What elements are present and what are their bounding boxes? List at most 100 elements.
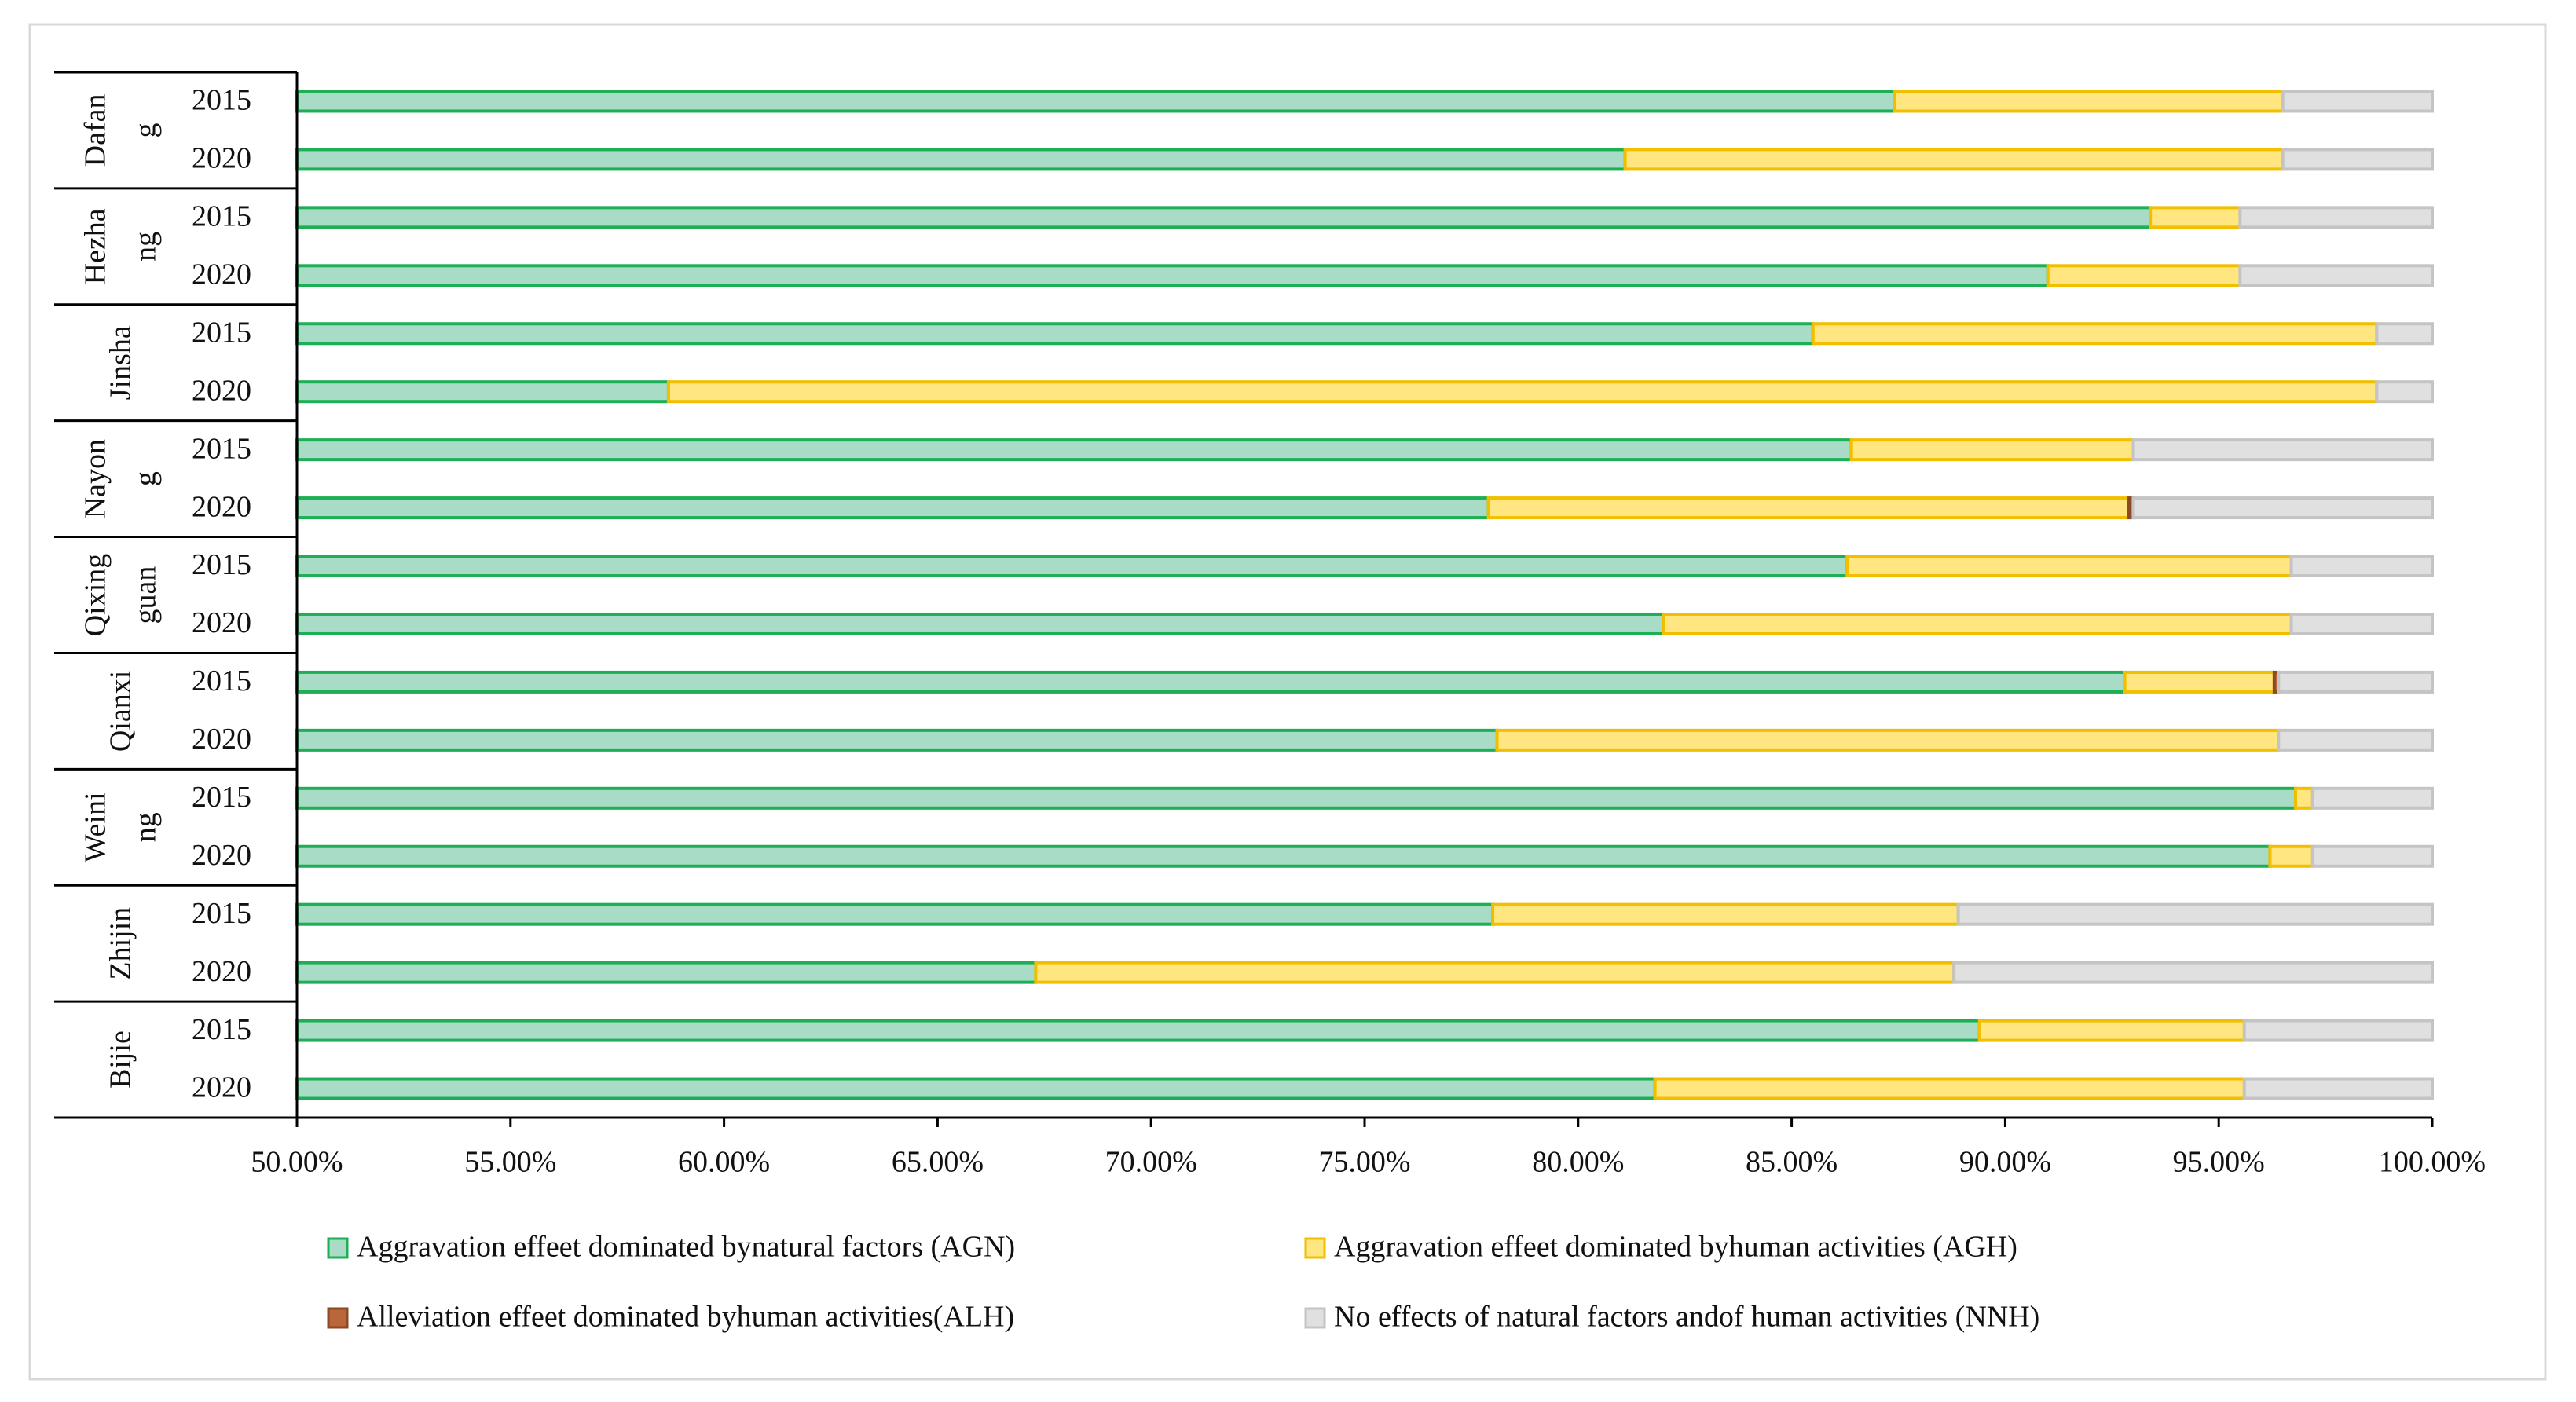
x-tick-label: 60.00% [678, 1146, 770, 1179]
legend-swatch [327, 1237, 349, 1259]
x-tick-label: 70.00% [1105, 1146, 1197, 1179]
group-label: Qixing [79, 554, 112, 637]
bar-segment [1034, 961, 1956, 984]
bar-segment [2277, 670, 2434, 694]
x-tick-label: 80.00% [1532, 1146, 1624, 1179]
bar-segment [1662, 612, 2293, 635]
bar-segment [2268, 844, 2314, 868]
group-label: Nayon [79, 439, 112, 518]
bar-segment [295, 555, 1849, 578]
group-label: Hezha [79, 208, 112, 284]
group-label: g [130, 123, 163, 137]
bar-segment [1956, 902, 2434, 926]
bar-segment [295, 322, 1815, 346]
y-tick-label: 2015 [192, 316, 251, 349]
x-tick-label: 65.00% [892, 1146, 984, 1179]
bar-segment [295, 264, 2050, 287]
bar-segment [295, 670, 2127, 694]
bar-segment [295, 148, 1627, 171]
bar-segment [2281, 148, 2434, 171]
bar-segment [2310, 786, 2434, 810]
x-tick-label: 90.00% [1959, 1146, 2051, 1179]
bar-segment [295, 90, 1896, 113]
y-tick-label: 2015 [192, 432, 251, 465]
group-label: Weini [79, 792, 112, 862]
bar-segment [295, 496, 1490, 520]
bar-segment [2046, 264, 2242, 287]
bar-segment [2238, 206, 2434, 229]
y-tick-label: 2015 [192, 548, 251, 581]
bar-segment [1623, 148, 2285, 171]
bar-segment [2131, 496, 2434, 520]
bar-segment [2281, 90, 2434, 113]
bar-segment [2149, 206, 2242, 229]
y-tick-label: 2020 [192, 955, 251, 988]
group-label: guan [130, 566, 163, 624]
y-tick-label: 2020 [192, 839, 251, 872]
bar-segment [295, 844, 2272, 868]
y-tick-label: 2020 [192, 142, 251, 175]
y-tick-label: 2020 [192, 374, 251, 407]
x-tick-label: 100.00% [2379, 1146, 2486, 1179]
bar-segment [2277, 728, 2434, 752]
legend-label: Aggravation effeet dominated byhuman act… [1334, 1231, 2017, 1264]
bar-segment [1811, 322, 2379, 346]
y-tick-label: 2020 [192, 606, 251, 639]
bar-segment [2242, 1019, 2434, 1042]
bar-segment [295, 961, 1038, 984]
bar-segment [1977, 1019, 2246, 1042]
bar-segment [2131, 438, 2434, 462]
bar-segment [295, 1077, 1657, 1100]
bar-segment [1491, 902, 1960, 926]
x-tick-label: 95.00% [2173, 1146, 2265, 1179]
bar-segment [1486, 496, 2131, 520]
bar-segment [295, 438, 1853, 462]
group-label: Jinsha [104, 325, 137, 400]
bar-segment [1952, 961, 2434, 984]
bar-segment [2375, 322, 2435, 346]
bar-segment [295, 612, 1665, 635]
bar-segment [2238, 264, 2434, 287]
y-tick-label: 2015 [192, 84, 251, 117]
legend-swatch [1304, 1307, 1326, 1329]
legend-label: Aggravation effeet dominated bynatural f… [357, 1231, 1015, 1264]
legend-swatch [1304, 1237, 1326, 1259]
y-tick-label: 2015 [192, 664, 251, 697]
bar-segment [295, 206, 2153, 229]
group-label: Zhijin [104, 907, 137, 980]
y-tick-label: 2015 [192, 781, 251, 814]
bar-segment [2375, 380, 2435, 404]
bar-segment [1849, 438, 2135, 462]
bar-segment [1653, 1077, 2246, 1100]
x-tick-label: 50.00% [251, 1146, 343, 1179]
bar-segment [2294, 786, 2314, 810]
bar-segment [295, 728, 1499, 752]
y-tick-label: 2015 [192, 200, 251, 233]
group-label: Bijie [104, 1030, 137, 1089]
bar-segment [295, 902, 1495, 926]
group-label: ng [130, 232, 163, 262]
bar-segment [2289, 612, 2435, 635]
legend-label: Alleviation effeet dominated byhuman act… [357, 1301, 1014, 1334]
bar-segment [2123, 670, 2276, 694]
group-label: Dafan [79, 94, 112, 167]
y-tick-label: 2020 [192, 490, 251, 523]
bar-segment [295, 786, 2298, 810]
x-tick-label: 55.00% [464, 1146, 556, 1179]
legend-swatch [327, 1307, 349, 1329]
bar-segment [295, 380, 670, 404]
group-label: Qianxi [104, 671, 137, 752]
bar-segment [2289, 555, 2435, 578]
legend-label: No effects of natural factors andof huma… [1334, 1301, 2039, 1334]
x-tick-label: 85.00% [1746, 1146, 1838, 1179]
y-tick-label: 2015 [192, 897, 251, 930]
y-tick-label: 2015 [192, 1013, 251, 1046]
x-tick-label: 75.00% [1318, 1146, 1410, 1179]
bar-segment [1893, 90, 2285, 113]
y-tick-label: 2020 [192, 723, 251, 756]
group-label: ng [130, 812, 163, 842]
chart-frame [28, 23, 2547, 1381]
bar-segment [1845, 555, 2293, 578]
bar-segment [1495, 728, 2281, 752]
